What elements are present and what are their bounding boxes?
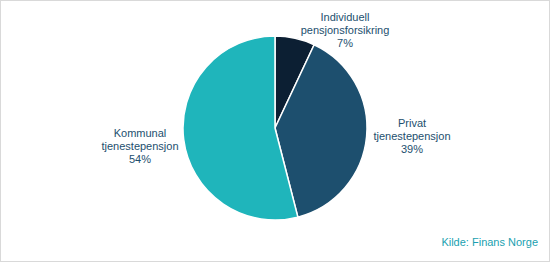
- pie-slice: [183, 36, 298, 220]
- slice-label: Privattjenestepensjon: [373, 117, 450, 142]
- pie: [183, 36, 367, 220]
- chart-svg: Individuellpensjonsforsikring7% Privattje…: [0, 0, 550, 262]
- source-note: Kilde: Finans Norge: [441, 236, 538, 248]
- slice-label: Kommunaltjenestepensjon: [101, 127, 178, 152]
- slice-label: Individuellpensjonsforsikring: [301, 11, 390, 36]
- data-label: 39%: [401, 143, 423, 155]
- data-label: 54%: [129, 153, 151, 165]
- chart-border: [1, 1, 550, 262]
- chart-container: Individuellpensjonsforsikring7% Privattje…: [0, 0, 550, 262]
- data-label: 7%: [337, 37, 353, 49]
